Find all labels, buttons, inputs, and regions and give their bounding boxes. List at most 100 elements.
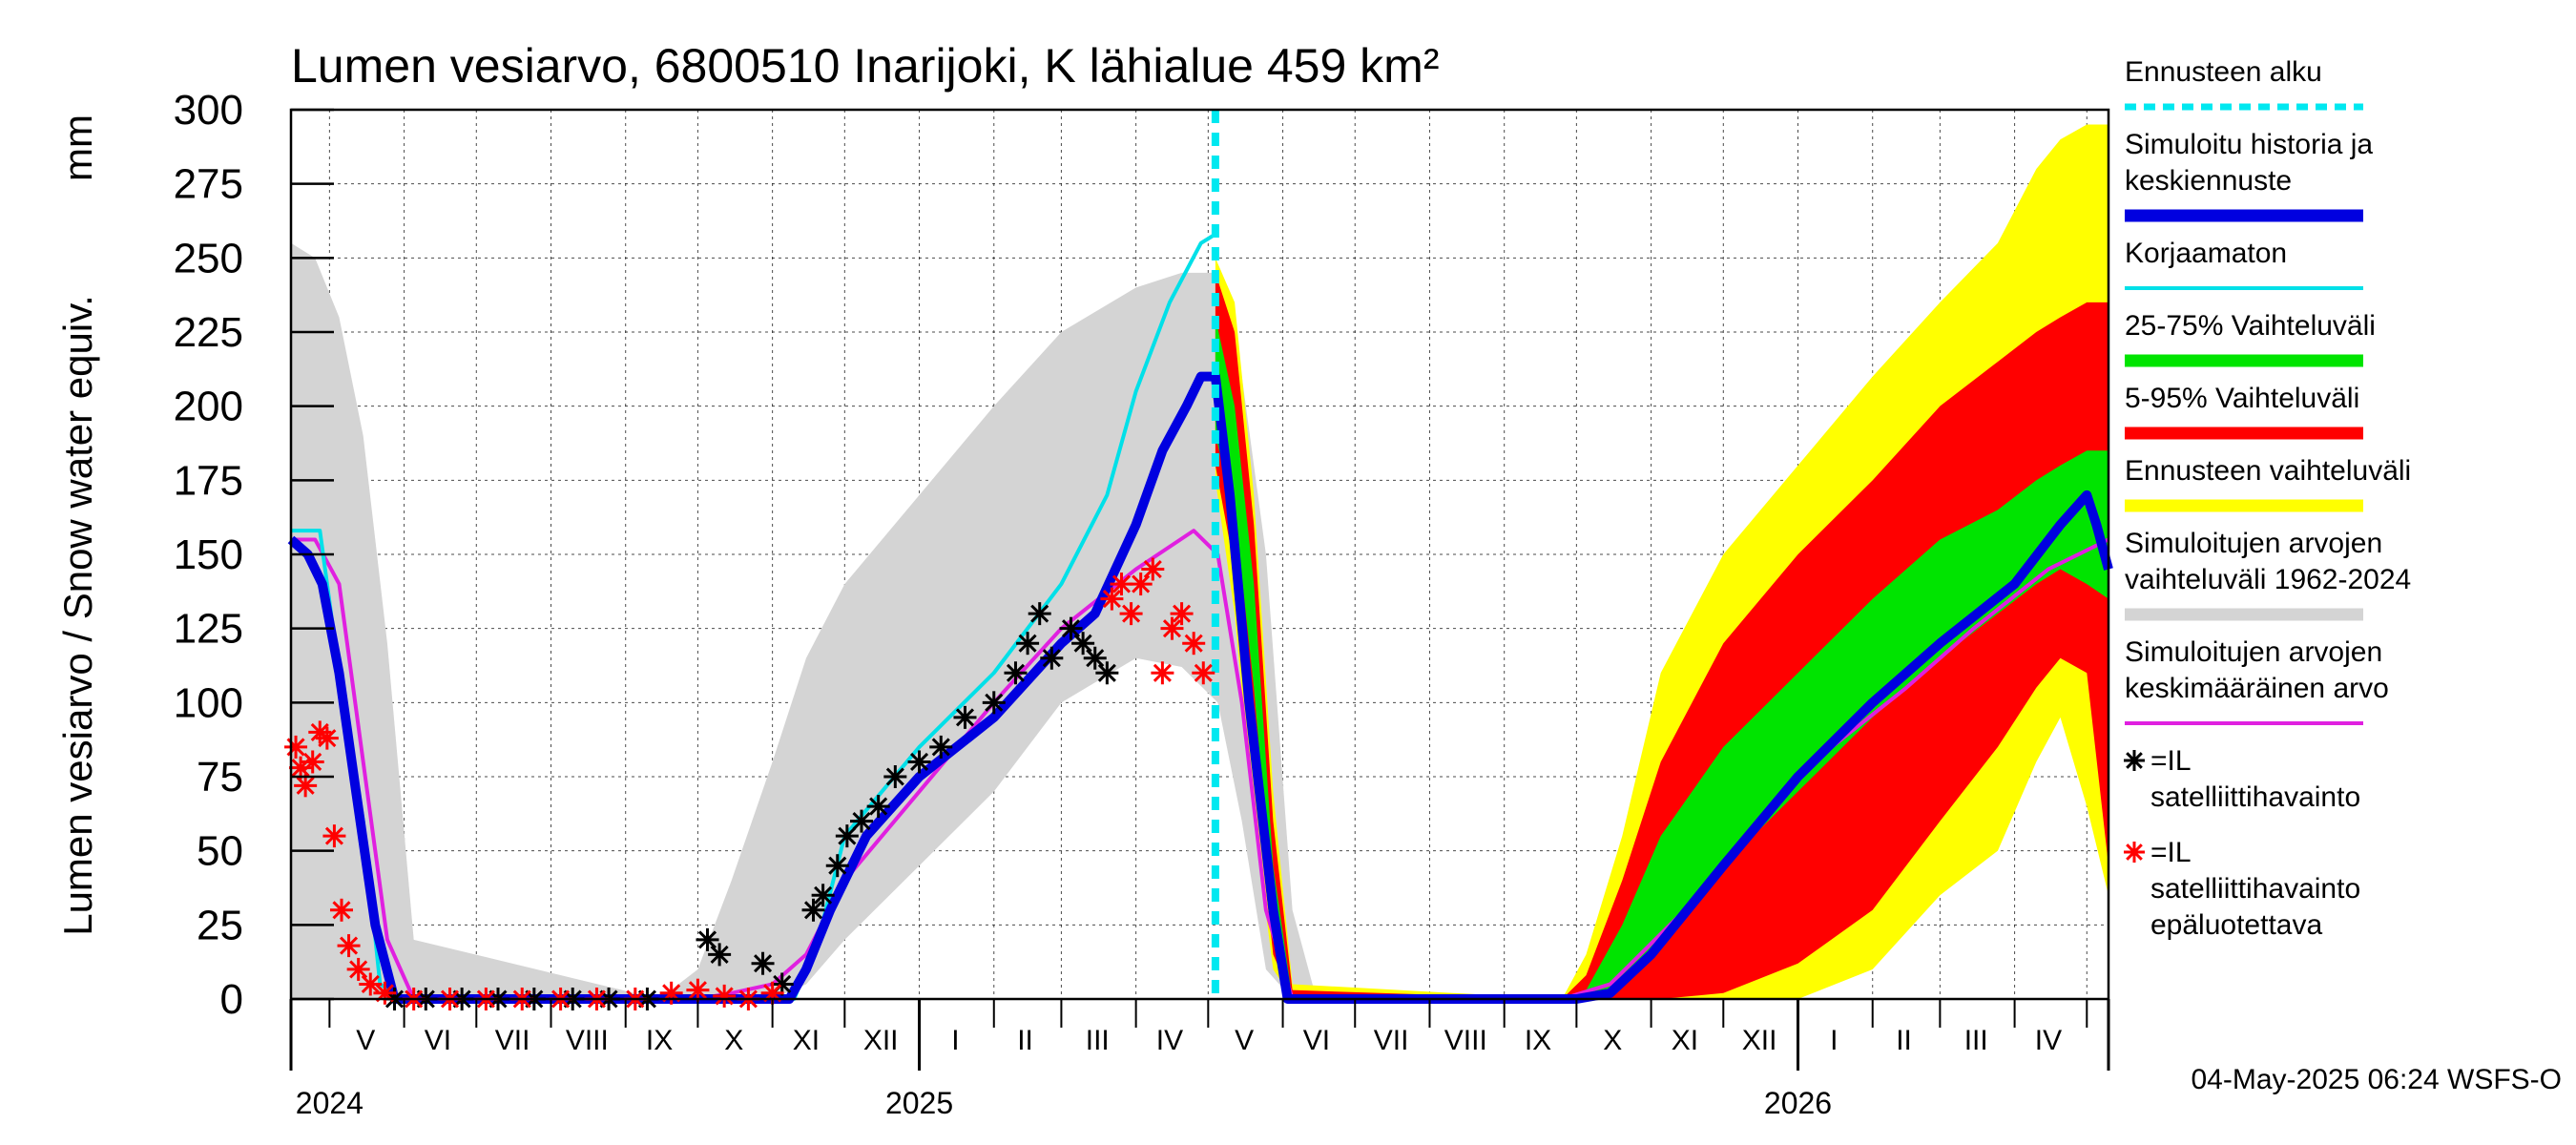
marker-il-satelliittihavainto — [696, 927, 719, 951]
legend-label: keskimääräinen arvo — [2125, 673, 2389, 704]
marker-il-satelliittihavainto-ep-luotettava — [329, 898, 353, 922]
legend-marker — [2124, 750, 2145, 771]
marker-il-satelliittihavainto — [825, 854, 849, 878]
month-tick-label: VIII — [566, 1025, 609, 1056]
legend-label: keskiennuste — [2125, 165, 2292, 197]
marker-il-satelliittihavainto-ep-luotettava — [315, 726, 339, 750]
marker-il-satelliittihavainto — [811, 884, 835, 907]
legend-marker — [2124, 842, 2145, 863]
month-tick-label: XI — [793, 1025, 820, 1056]
legend-label: =IL — [2150, 837, 2192, 868]
marker-il-satelliittihavainto — [751, 951, 775, 975]
month-tick-label: VII — [1374, 1025, 1409, 1056]
y-tick-label: 0 — [220, 976, 243, 1023]
y-tick-label: 50 — [197, 828, 243, 875]
chart-title: Lumen vesiarvo, 6800510 Inarijoki, K läh… — [291, 39, 1439, 93]
month-tick-label: V — [356, 1025, 375, 1056]
legend-entry: Korjaamaton — [2125, 238, 2363, 290]
marker-il-satelliittihavainto-ep-luotettava — [337, 934, 361, 958]
marker-il-satelliittihavainto — [1071, 632, 1095, 656]
y-tick-label: 225 — [174, 309, 243, 356]
y-tick-label: 150 — [174, 531, 243, 578]
marker-il-satelliittihavainto — [801, 898, 825, 922]
marker-il-satelliittihavainto-ep-luotettava — [686, 978, 710, 1002]
month-tick-label: VI — [425, 1025, 451, 1056]
legend-label: Ennusteen alku — [2125, 56, 2322, 88]
month-tick-label: IV — [1156, 1025, 1183, 1056]
marker-il-satelliittihavainto — [708, 943, 732, 967]
legend-label: 5-95% Vaihteluväli — [2125, 383, 2359, 414]
month-tick-label: X — [1603, 1025, 1622, 1056]
marker-il-satelliittihavainto-ep-luotettava — [713, 984, 737, 1008]
marker-il-satelliittihavainto-ep-luotettava — [1100, 587, 1124, 611]
marker-il-satelliittihavainto-ep-luotettava — [373, 981, 397, 1005]
marker-il-satelliittihavainto — [907, 750, 931, 774]
marker-il-satelliittihavainto — [1016, 632, 1040, 656]
month-tick-label: I — [951, 1025, 959, 1056]
legend-entry: Ennusteen vaihteluväli — [2125, 455, 2411, 512]
marker-il-satelliittihavainto-ep-luotettava — [1160, 616, 1184, 640]
month-tick-label: IV — [2035, 1025, 2062, 1056]
marker-il-satelliittihavainto — [1040, 646, 1064, 670]
marker-il-satelliittihavainto-ep-luotettava — [294, 774, 318, 798]
legend-label: Ennusteen vaihteluväli — [2125, 455, 2411, 487]
marker-il-satelliittihavainto-ep-luotettava — [1119, 602, 1143, 626]
year-label: 2026 — [1764, 1086, 1832, 1120]
month-tick-label: XII — [863, 1025, 899, 1056]
marker-il-satelliittihavainto — [953, 705, 977, 729]
marker-il-satelliittihavainto-ep-luotettava — [322, 824, 346, 848]
marker-il-satelliittihavainto-ep-luotettava — [659, 981, 683, 1005]
legend-label: Simuloitu historia ja — [2125, 129, 2373, 160]
legend-label: satelliittihavainto — [2150, 781, 2360, 813]
year-label: 2024 — [296, 1086, 364, 1120]
month-tick-label: IX — [646, 1025, 673, 1056]
y-tick-label: 25 — [197, 902, 243, 948]
marker-il-satelliittihavainto-ep-luotettava — [284, 735, 308, 759]
marker-il-satelliittihavainto — [1004, 661, 1028, 685]
legend-label: 25-75% Vaihteluväli — [2125, 310, 2376, 342]
y-tick-label: 175 — [174, 457, 243, 504]
y-axis-label: Lumen vesiarvo / Snow water equiv. — [55, 295, 100, 936]
marker-il-satelliittihavainto — [1059, 616, 1083, 640]
month-tick-label: III — [1964, 1025, 1988, 1056]
month-tick-label: XII — [1742, 1025, 1777, 1056]
marker-il-satelliittihavainto — [982, 691, 1006, 715]
month-tick-label: I — [1830, 1025, 1838, 1056]
marker-il-satelliittihavainto — [929, 735, 953, 759]
month-tick-label: III — [1086, 1025, 1110, 1056]
marker-il-satelliittihavainto — [883, 765, 907, 788]
legend-label: epäluotettava — [2150, 909, 2322, 941]
month-tick-label: X — [724, 1025, 743, 1056]
y-tick-label: 200 — [174, 384, 243, 430]
legend-entry: =IL satelliittihavainto epäluotettava — [2124, 837, 2360, 941]
marker-il-satelliittihavainto-ep-luotettava — [1170, 602, 1194, 626]
legend-label: Simuloitujen arvojen — [2125, 528, 2382, 559]
marker-il-satelliittihavainto-ep-luotettava — [1129, 572, 1153, 596]
marker-il-satelliittihavainto-ep-luotettava — [1192, 661, 1215, 685]
legend-label: Korjaamaton — [2125, 238, 2287, 269]
marker-il-satelliittihavainto — [866, 795, 890, 819]
month-tick-label: V — [1235, 1025, 1254, 1056]
month-tick-label: VI — [1303, 1025, 1330, 1056]
y-tick-label: 75 — [197, 754, 243, 801]
legend-entry: =IL satelliittihavainto — [2124, 745, 2360, 813]
footer-timestamp: 04-May-2025 06:24 WSFS-O — [2192, 1064, 2563, 1095]
marker-il-satelliittihavainto — [1095, 661, 1119, 685]
legend: Ennusteen alku Simuloitu historia ja keski… — [2124, 56, 2411, 941]
legend-label: satelliittihavainto — [2150, 873, 2360, 905]
legend-label: vaihteluväli 1962-2024 — [2125, 564, 2411, 595]
legend-entry: Simuloitujen arvojen vaihteluväli 1962-20… — [2125, 528, 2411, 621]
marker-il-satelliittihavainto — [835, 824, 859, 848]
legend-entry: 5-95% Vaihteluväli — [2125, 383, 2363, 440]
y-tick-label: 250 — [174, 235, 243, 281]
legend-entry: Simuloitu historia ja keskiennuste — [2125, 129, 2373, 222]
y-axis-unit: mm — [55, 114, 100, 181]
legend-entry: 25-75% Vaihteluväli — [2125, 310, 2376, 367]
band-5-95-vaihteluv-li — [1215, 272, 2109, 999]
marker-il-satelliittihavainto-ep-luotettava — [1182, 632, 1206, 656]
legend-entry: Simuloitujen arvojen keskimääräinen arvo — [2125, 636, 2389, 725]
year-label: 2025 — [885, 1086, 953, 1120]
marker-il-satelliittihavainto-ep-luotettava — [346, 957, 370, 981]
